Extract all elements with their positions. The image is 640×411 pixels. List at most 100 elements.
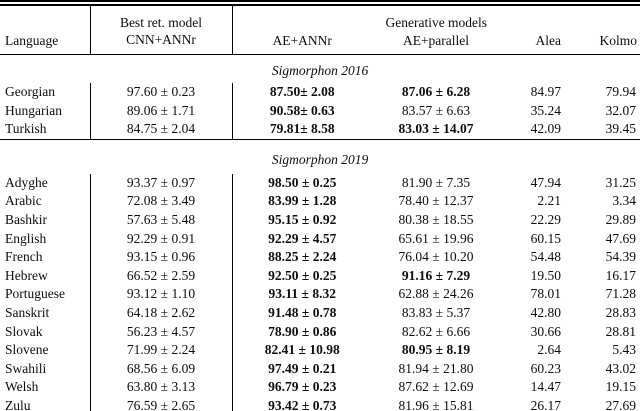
table-row: Bashkir 57.63 ± 5.48 95.15 ± 0.92 80.38 … [0, 210, 640, 230]
cell-ae-parallel: 80.95 ± 8.19 [401, 342, 471, 358]
table-row: Slovene 71.99 ± 2.24 82.41 ± 10.98 80.95… [0, 341, 640, 360]
cell-cnn-annr: 97.60 ± 0.23 [90, 83, 233, 102]
cell-cnn-annr: 76.59 ± 2.65 [90, 396, 233, 411]
table-row: Georgian 97.60 ± 0.23 87.50± 2.08 87.06 … [0, 83, 640, 102]
section-title: Sigmorphon 2016 [271, 63, 369, 78]
cell-ae-annr: 78.90 ± 0.86 [268, 323, 337, 339]
section-row: Sigmorphon 2016 [0, 55, 640, 84]
cell-alea: 47.94 [530, 174, 561, 190]
table-row: French 93.15 ± 0.96 88.25 ± 2.24 76.04 ±… [0, 248, 640, 267]
cell-ae-parallel: 83.03 ± 14.07 [398, 121, 474, 137]
header-row-group: Language Best ret. model CNN+ANNr Genera… [0, 3, 640, 55]
table-row: Portuguese 93.12 ± 1.10 93.11 ± 8.32 62.… [0, 285, 640, 304]
cell-ae-annr: 97.49 ± 0.21 [268, 360, 337, 376]
cell-language: Slovene [0, 341, 91, 360]
cell-cnn-annr: 84.75 ± 2.04 [90, 120, 233, 140]
cell-ae-parallel: 78.40 ± 12.37 [398, 193, 474, 209]
cell-ae-annr: 92.29 ± 4.57 [268, 230, 337, 246]
header-row-columns: AE+ANNr AE+parallel Alea Kolmo [0, 32, 640, 55]
cell-ae-annr: 87.50± 2.08 [269, 84, 335, 99]
cell-language: Portuguese [0, 285, 91, 304]
cell-ae-annr: 92.50 ± 0.25 [268, 267, 337, 283]
cell-ae-annr: 88.25 ± 2.24 [268, 249, 337, 265]
cell-language: Arabic [0, 192, 91, 211]
cell-alea: 54.48 [530, 249, 561, 265]
cell-kolmo: 19.15 [605, 379, 637, 395]
cell-ae-annr: 91.48 ± 0.78 [268, 304, 337, 320]
cell-kolmo: 32.07 [605, 102, 637, 118]
cell-kolmo: 39.45 [605, 121, 637, 137]
table-row: English 92.29 ± 0.91 92.29 ± 4.57 65.61 … [0, 229, 640, 249]
cell-cnn-annr: 57.63 ± 5.48 [90, 210, 233, 230]
column-header-alea: Alea [500, 32, 570, 55]
cell-ae-parallel: 82.62 ± 6.66 [401, 323, 471, 339]
cell-alea: 14.47 [530, 379, 561, 395]
cell-ae-parallel: 81.94 ± 21.80 [398, 360, 474, 376]
cell-ae-annr: 98.50 ± 0.25 [268, 174, 337, 190]
cell-language: Hungarian [0, 101, 91, 121]
cell-kolmo: 31.25 [605, 174, 637, 190]
cell-language: Slovak [0, 322, 91, 342]
cell-kolmo: 16.17 [605, 267, 637, 283]
cell-ae-parallel: 80.38 ± 18.55 [398, 211, 474, 227]
cell-language: Hebrew [0, 266, 91, 286]
cell-cnn-annr: 64.18 ± 2.62 [90, 303, 233, 323]
table-row: Sanskrit 64.18 ± 2.62 91.48 ± 0.78 83.83… [0, 303, 640, 323]
cell-alea: 19.50 [530, 267, 561, 283]
cell-alea: 42.09 [530, 121, 561, 137]
cell-cnn-annr: 93.37 ± 0.97 [90, 173, 233, 193]
cell-ae-parallel: 62.88 ± 24.26 [398, 286, 474, 302]
section-row: Sigmorphon 2019 [0, 138, 640, 174]
cell-kolmo: 3.34 [612, 193, 637, 209]
cell-ae-parallel: 87.62 ± 12.69 [398, 379, 474, 395]
cell-language: English [0, 229, 91, 249]
cell-language: Bashkir [0, 210, 91, 230]
cell-ae-annr: 82.41 ± 10.98 [264, 342, 340, 358]
table-row: Slovak 56.23 ± 4.57 78.90 ± 0.86 82.62 ±… [0, 322, 640, 342]
cell-ae-annr: 79.81± 8.58 [269, 121, 335, 137]
best-ret-model-line2: CNN+ANNr [126, 31, 196, 47]
cell-kolmo: 27.69 [605, 397, 637, 411]
cell-ae-annr: 90.58± 0.63 [269, 102, 335, 118]
cell-ae-annr: 93.11 ± 8.32 [268, 286, 336, 302]
cell-cnn-annr: 89.06 ± 1.71 [90, 101, 233, 121]
column-header-best-ret-model: Best ret. model CNN+ANNr [90, 3, 233, 55]
cell-cnn-annr: 63.80 ± 3.13 [90, 378, 233, 397]
cell-language: Adyghe [0, 173, 91, 193]
cell-ae-annr: 96.79 ± 0.23 [268, 379, 337, 395]
cell-cnn-annr: 71.99 ± 2.24 [90, 341, 233, 360]
cell-language: French [0, 248, 91, 267]
cell-ae-annr: 83.99 ± 1.28 [268, 193, 337, 209]
cell-language: Sanskrit [0, 303, 91, 323]
cell-kolmo: 28.83 [605, 304, 637, 320]
cell-cnn-annr: 68.56 ± 6.09 [90, 359, 233, 379]
cell-alea: 2.21 [537, 193, 561, 209]
table-row: Swahili 68.56 ± 6.09 97.49 ± 0.21 81.94 … [0, 359, 640, 379]
cell-alea: 35.24 [530, 102, 561, 118]
cell-kolmo: 29.89 [605, 211, 637, 227]
cell-ae-parallel: 65.61 ± 19.96 [398, 230, 474, 246]
cell-cnn-annr: 72.08 ± 3.49 [90, 192, 233, 211]
cell-ae-parallel: 91.16 ± 7.29 [401, 267, 471, 283]
cell-language: Georgian [0, 83, 91, 102]
table-row: Turkish 84.75 ± 2.04 79.81± 8.58 83.03 ±… [0, 120, 640, 140]
cell-cnn-annr: 66.52 ± 2.59 [90, 266, 233, 286]
column-header-kolmo: Kolmo [570, 32, 640, 55]
cell-cnn-annr: 92.29 ± 0.91 [90, 229, 233, 249]
cell-cnn-annr: 56.23 ± 4.57 [90, 322, 233, 342]
cell-kolmo: 79.94 [605, 84, 637, 99]
cell-ae-parallel: 83.83 ± 5.37 [401, 304, 471, 320]
cell-ae-parallel: 76.04 ± 10.20 [398, 249, 474, 265]
cell-alea: 60.15 [530, 230, 561, 246]
cell-alea: 84.97 [530, 84, 561, 99]
cell-alea: 22.29 [530, 211, 561, 227]
column-header-ae-annr: AE+ANNr [232, 32, 372, 55]
cell-ae-parallel: 83.57 ± 6.63 [401, 102, 471, 118]
cell-alea: 42.80 [530, 304, 561, 320]
column-group-generative-models: Generative models [385, 14, 488, 30]
cell-kolmo: 47.69 [605, 230, 637, 246]
cell-ae-parallel: 81.90 ± 7.35 [401, 174, 471, 190]
cell-kolmo: 71.28 [605, 286, 637, 302]
cell-language: Zulu [0, 396, 91, 411]
